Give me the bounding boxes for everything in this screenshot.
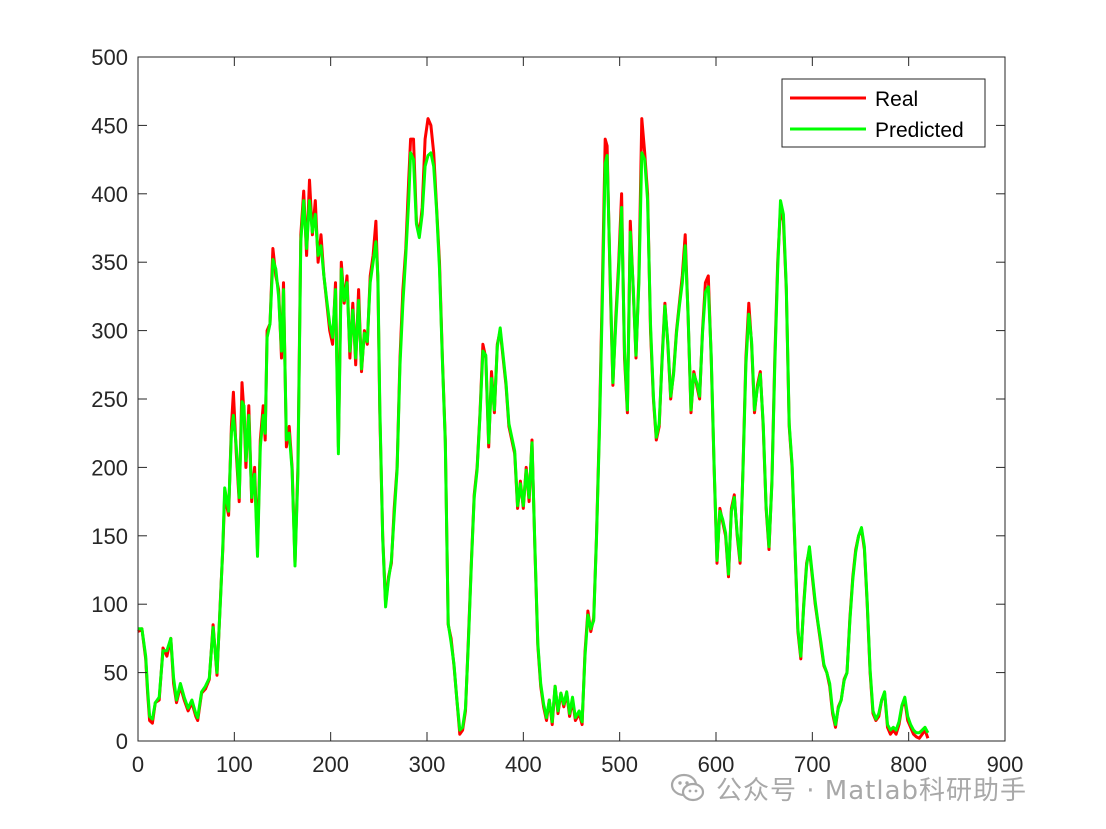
x-tick-label: 400 bbox=[505, 752, 542, 777]
x-tick-label: 0 bbox=[132, 752, 144, 777]
series-line-predicted bbox=[138, 151, 930, 735]
legend: Real Predicted bbox=[781, 78, 986, 148]
watermark: 公众号 · Matlab科研助手 bbox=[668, 768, 1027, 808]
y-tick-label: 150 bbox=[91, 524, 128, 549]
y-tick-label: 300 bbox=[91, 319, 128, 344]
y-tick-label: 250 bbox=[91, 387, 128, 412]
legend-box bbox=[781, 78, 986, 148]
x-tick-label: 200 bbox=[312, 752, 349, 777]
watermark-text: 公众号 · Matlab科研助手 bbox=[716, 775, 1028, 806]
x-tick-label: 100 bbox=[216, 752, 253, 777]
y-tick-label: 350 bbox=[91, 250, 128, 275]
y-tick-label: 100 bbox=[91, 592, 128, 617]
x-tick-label: 600 bbox=[698, 752, 735, 777]
y-tick-label: 400 bbox=[91, 182, 128, 207]
wechat-icon bbox=[670, 773, 705, 802]
y-tick-label: 200 bbox=[91, 455, 128, 480]
legend-label-predicted: Predicted bbox=[875, 119, 964, 142]
plot-area bbox=[138, 57, 1005, 741]
x-tick-label: 900 bbox=[987, 752, 1024, 777]
y-tick-label: 0 bbox=[116, 729, 128, 754]
x-tick-label: 700 bbox=[794, 752, 831, 777]
legend-label-real: Real bbox=[875, 88, 918, 111]
y-tick-label: 50 bbox=[104, 661, 128, 686]
x-tick-label: 800 bbox=[890, 752, 927, 777]
x-tick-label: 300 bbox=[409, 752, 446, 777]
tick-layer: 0 100 200 300 400 500 600 700 800 900 0 50 100 150 200… bbox=[91, 45, 1023, 777]
y-tick-label: 450 bbox=[91, 113, 128, 138]
x-tick-label: 500 bbox=[601, 752, 638, 777]
series-layer bbox=[137, 117, 930, 740]
y-tick-label: 500 bbox=[91, 45, 128, 70]
